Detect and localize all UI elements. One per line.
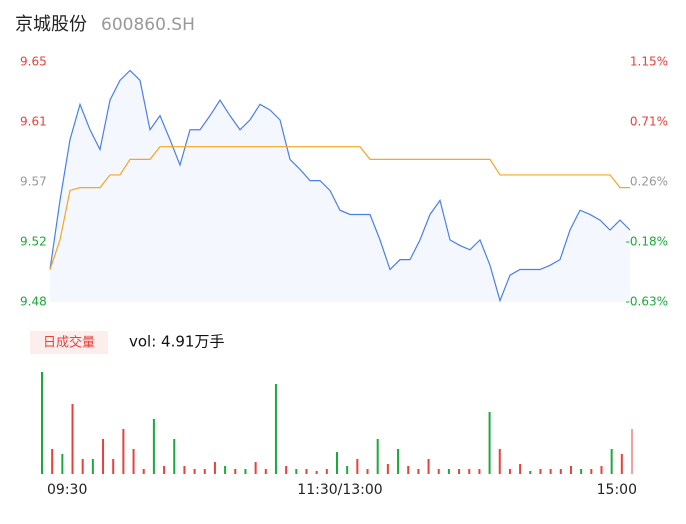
volume-bar [193,469,196,474]
volume-bar [254,462,257,474]
average-line [49,146,630,270]
volume-bar [315,471,318,474]
y-tick-label: 9.65 [20,55,47,69]
y-tick-label: 9.57 [20,175,47,189]
volume-bar [234,469,237,474]
volume-bar [346,466,349,474]
price-line [49,69,631,303]
volume-bar [356,459,359,474]
y2-tick-label: -0.63% [626,295,668,309]
volume-bar [590,469,593,474]
volume-bar [600,466,603,474]
volume-bar [610,449,613,474]
volume-bar [539,469,542,474]
volume-bar [81,459,84,474]
volume-bar [61,454,64,474]
volume-bar [305,469,308,474]
volume-bar [41,372,43,474]
volume-bar [213,462,216,474]
chart-title: 京城股份 [15,14,87,35]
volume-bar [458,469,461,474]
volume-bar [376,439,379,474]
volume-bar [620,454,623,474]
volume-bar [264,469,267,474]
volume-bar [488,412,491,474]
volume-bar [366,469,369,474]
volume-bar [407,466,410,474]
y-tick-label: 9.48 [20,295,47,309]
volume-bar [397,449,400,474]
volume-bar [274,384,277,474]
volume-bar [478,469,481,474]
x-tick-label: 15:00 [597,482,637,498]
volume-bar [51,449,54,474]
volume-bar [498,449,501,474]
volume-bar [71,404,74,474]
volume-bar [295,469,298,474]
volume-bar [580,469,583,474]
volume-bar [508,469,511,474]
volume-bar [437,469,440,474]
volume-bar [173,439,176,474]
volume-bar [132,449,135,474]
volume-label: 日成交量 [43,335,95,351]
volume-bar [152,419,155,474]
y2-tick-label: -0.18% [626,235,668,249]
volume-bar [285,466,288,474]
volume-bar [569,466,572,474]
volume-bar [386,464,389,474]
volume-bar [427,459,430,474]
volume-bar [631,429,633,474]
volume-bar [91,459,94,474]
volume-bar [224,466,227,474]
volume-bar [244,469,247,474]
volume-bar [468,469,471,474]
volume-bar [549,469,552,474]
volume-bar [112,459,115,474]
y2-tick-label: 0.71% [630,115,668,129]
chart-subtitle: 600860.SH [101,15,195,35]
price-area [50,70,630,303]
y-tick-label: 9.52 [20,235,47,249]
volume-bar [447,469,450,474]
volume-bar [519,464,522,474]
volume-badge [30,331,108,354]
y2-tick-label: 1.15% [630,55,668,69]
volume-bar [325,469,328,474]
volume-bar [183,466,186,474]
x-tick-label: 11:30/13:00 [297,482,382,498]
volume-bar [336,452,338,474]
x-tick-label: 09:30 [47,482,87,498]
volume-bar [102,439,105,474]
volume-bar [203,469,206,474]
volume-bar [559,469,562,474]
volume-bar [163,466,166,474]
volume-bar [529,471,532,474]
volume-bar [417,469,420,474]
volume-bar [142,469,145,474]
volume-total: vol: 4.91万手 [129,333,224,351]
y-tick-label: 9.61 [20,115,47,129]
volume-bar [122,429,125,474]
y2-tick-label: 0.26% [630,175,668,189]
